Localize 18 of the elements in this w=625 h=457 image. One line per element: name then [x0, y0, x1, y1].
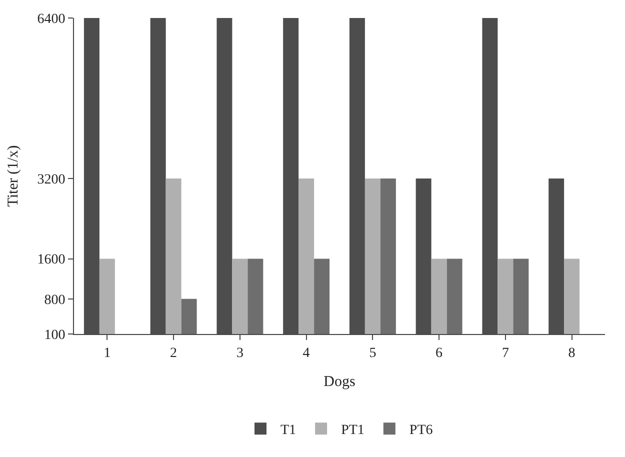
y-tick-label: 3200: [37, 172, 66, 188]
x-axis-title: Dogs: [324, 374, 356, 390]
y-tick-label: 6400: [37, 12, 66, 27]
x-tick-label: 8: [568, 346, 576, 361]
y-tick-label: 1600: [37, 252, 66, 268]
x-tick-label: 7: [502, 346, 509, 361]
x-tick-label: 4: [302, 346, 310, 361]
x-tick-label: 3: [236, 346, 244, 361]
legend-label: T1: [280, 423, 296, 438]
x-tick-label: 2: [170, 346, 178, 361]
y-tick-label: 100: [44, 328, 66, 343]
x-tick-label: 5: [369, 346, 376, 361]
y-tick-label: 800: [44, 292, 66, 308]
y-axis-title: Titer (1/x): [5, 145, 22, 207]
x-tick-label: 6: [436, 346, 443, 361]
legend-label: PT1: [341, 423, 364, 438]
x-tick-label: 1: [104, 346, 111, 361]
legend-label: PT6: [409, 423, 433, 438]
